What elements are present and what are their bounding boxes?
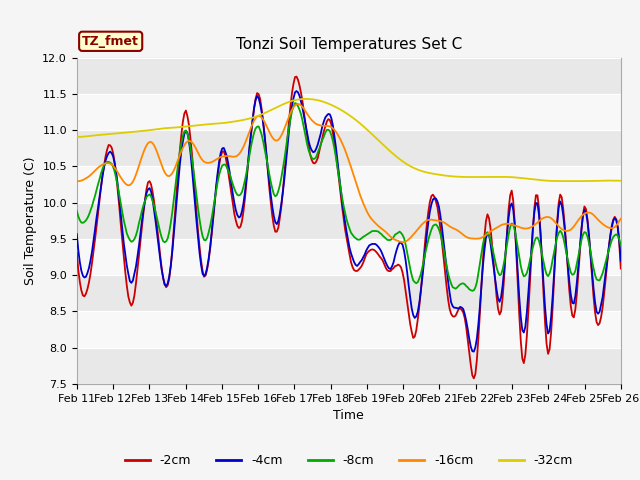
Bar xyxy=(77,58,621,94)
Bar xyxy=(77,167,621,203)
Bar xyxy=(77,275,621,312)
Bar xyxy=(77,94,621,130)
Bar xyxy=(77,312,621,348)
Bar xyxy=(77,130,621,167)
Text: TZ_fmet: TZ_fmet xyxy=(82,35,139,48)
Bar xyxy=(77,203,621,239)
X-axis label: Time: Time xyxy=(333,409,364,422)
Legend: -2cm, -4cm, -8cm, -16cm, -32cm: -2cm, -4cm, -8cm, -16cm, -32cm xyxy=(120,449,578,472)
Bar xyxy=(77,239,621,275)
Y-axis label: Soil Temperature (C): Soil Temperature (C) xyxy=(24,156,36,285)
Title: Tonzi Soil Temperatures Set C: Tonzi Soil Temperatures Set C xyxy=(236,37,462,52)
Bar xyxy=(77,348,621,384)
